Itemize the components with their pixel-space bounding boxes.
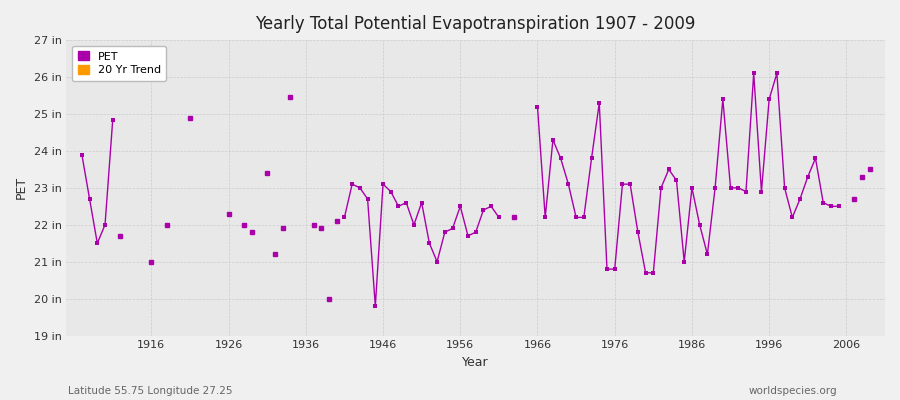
Text: worldspecies.org: worldspecies.org: [749, 386, 837, 396]
Text: Latitude 55.75 Longitude 27.25: Latitude 55.75 Longitude 27.25: [68, 386, 232, 396]
X-axis label: Year: Year: [463, 356, 489, 369]
Title: Yearly Total Potential Evapotranspiration 1907 - 2009: Yearly Total Potential Evapotranspiratio…: [256, 15, 696, 33]
Legend: PET, 20 Yr Trend: PET, 20 Yr Trend: [72, 46, 166, 81]
Y-axis label: PET: PET: [15, 176, 28, 200]
